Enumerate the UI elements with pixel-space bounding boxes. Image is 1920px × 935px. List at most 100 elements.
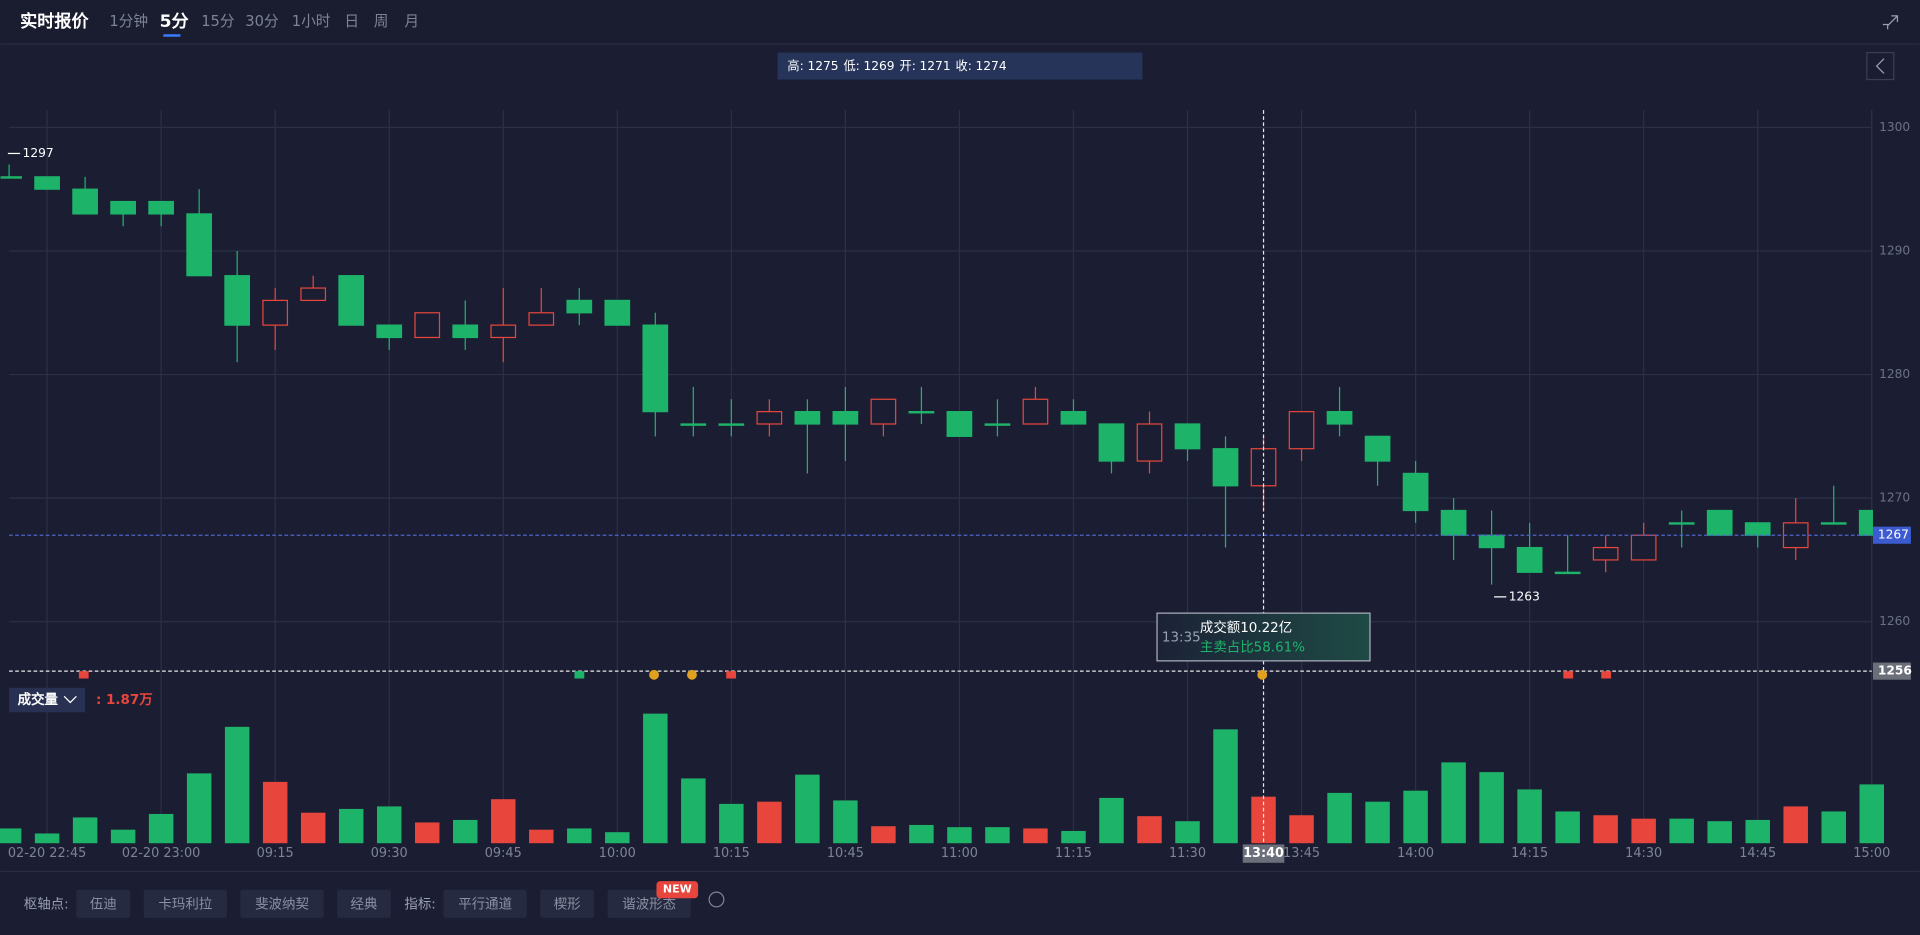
- indicator-button[interactable]: 楔形: [554, 896, 581, 912]
- volume-bar: [643, 713, 668, 844]
- candle-body: [1288, 411, 1315, 450]
- candle-body: [528, 312, 555, 326]
- ohlc-label: 收:: [956, 59, 972, 73]
- signal-icon: [574, 671, 585, 679]
- period-tab[interactable]: 月: [404, 13, 419, 30]
- toolbar-label: 枢轴点:: [24, 896, 69, 912]
- volume-bar: [1365, 801, 1390, 844]
- y-tick-label: 1260: [1879, 614, 1910, 628]
- candle-body: [1098, 423, 1125, 462]
- volume-bar: [1441, 762, 1466, 844]
- ohlc-header: 高: 1275 低: 1269 开: 1271 收: 1274: [787, 58, 1006, 73]
- event-icon: [687, 669, 697, 680]
- period-tab[interactable]: 日: [344, 13, 359, 30]
- pivot-button-box[interactable]: [76, 889, 131, 918]
- volume-bar: [1099, 797, 1124, 844]
- pivot-button[interactable]: 经典: [351, 896, 378, 912]
- y-tick-label: 1270: [1879, 491, 1910, 505]
- candle-body: [110, 200, 136, 215]
- pivot-button-box[interactable]: [337, 889, 391, 918]
- x-tick-label: 14:15: [1511, 846, 1548, 861]
- volume-bar: [376, 806, 402, 844]
- side-toggle[interactable]: [1866, 52, 1895, 81]
- volume-bar: [491, 799, 516, 844]
- pivot-button[interactable]: 卡玛利拉: [158, 896, 212, 912]
- volume-name: 成交量: [18, 691, 59, 708]
- volume-readout: : 1.87万: [96, 692, 153, 708]
- volume-bar: [947, 827, 972, 844]
- candle-body: [908, 411, 935, 414]
- ohlc-value: 1275: [807, 59, 838, 73]
- candle-body: [300, 287, 327, 302]
- indicator-button-box[interactable]: [540, 889, 595, 918]
- y-tick-label: 1290: [1879, 243, 1910, 257]
- event-icon: [649, 669, 659, 680]
- toolbar-label: 指标:: [404, 896, 435, 912]
- candle-body: [1022, 398, 1049, 425]
- period-tab[interactable]: 1小时: [292, 13, 331, 30]
- candle-body: [1706, 509, 1733, 536]
- x-tick-label: 11:00: [941, 846, 978, 861]
- pivot-button[interactable]: 斐波纳契: [255, 896, 309, 912]
- candle-body: [186, 213, 213, 277]
- period-tab[interactable]: 5分: [160, 12, 189, 32]
- volume-bar: [34, 833, 60, 844]
- candle-body: [490, 324, 517, 339]
- volume-bar: [1631, 818, 1656, 844]
- volume-bar: [1061, 830, 1086, 844]
- volume-bar: [338, 808, 364, 844]
- candle-body: [1744, 522, 1771, 536]
- candle-body: [1364, 435, 1391, 462]
- period-tab[interactable]: 周: [374, 13, 389, 30]
- candle-body: [1212, 448, 1239, 487]
- ohlc-header-box: [777, 52, 1143, 80]
- candle-body: [1402, 472, 1429, 512]
- pivot-button-box[interactable]: [143, 889, 227, 918]
- candle-body: [414, 312, 441, 339]
- x-tick-label: 09:15: [257, 846, 294, 861]
- volume-bar: [1327, 792, 1352, 844]
- volume-bar: [833, 800, 858, 844]
- new-badge-text: NEW: [663, 883, 692, 896]
- candle-body: [1554, 571, 1581, 575]
- collapse-icon[interactable]: [1882, 15, 1899, 30]
- x-tick-label: 13:40: [1243, 846, 1284, 861]
- new-badge: [656, 881, 699, 899]
- indicator-button[interactable]: 谐波形态: [622, 896, 676, 912]
- ohlc-label: 高:: [787, 58, 803, 73]
- indicator-button-box[interactable]: [443, 889, 527, 918]
- candle-body: [566, 299, 593, 314]
- top-bar: [0, 0, 1920, 45]
- pivot-button[interactable]: 伍迪: [90, 896, 117, 912]
- candle-body: [1326, 411, 1353, 425]
- last-price-label: 1267: [1878, 528, 1909, 542]
- help-icon[interactable]: [708, 891, 725, 908]
- candle-body: [148, 200, 174, 215]
- x-tick-label: 10:15: [713, 846, 750, 861]
- volume-bar: [1403, 790, 1428, 844]
- x-tick-label: 14:00: [1397, 846, 1434, 861]
- candle-body: [1630, 534, 1657, 561]
- period-tab[interactable]: 30分: [245, 13, 279, 30]
- period-tab[interactable]: 15分: [201, 13, 235, 30]
- volume-bar: [567, 828, 592, 844]
- indicator-button[interactable]: 平行通道: [458, 896, 512, 912]
- volume-bar: [1593, 815, 1618, 844]
- period-tab[interactable]: 1分钟: [109, 13, 148, 30]
- candle-body: [832, 411, 859, 425]
- crosshair-price-box: [1872, 662, 1911, 680]
- volume-bar: [605, 832, 630, 844]
- x-tick-label: 15:00: [1853, 846, 1890, 861]
- signal-icon: [78, 671, 89, 679]
- x-tick-label: 09:30: [371, 846, 408, 861]
- y-tick-label: 1280: [1879, 367, 1910, 381]
- volume-bar: [1707, 821, 1732, 844]
- volume-bar: [1137, 816, 1162, 844]
- volume-bar: [1175, 821, 1200, 844]
- candle-body: [870, 398, 897, 425]
- volume-bar: [1555, 811, 1580, 844]
- signal-icon: [1563, 671, 1574, 679]
- candle-body: [680, 423, 707, 426]
- pivot-button-box[interactable]: [240, 889, 324, 918]
